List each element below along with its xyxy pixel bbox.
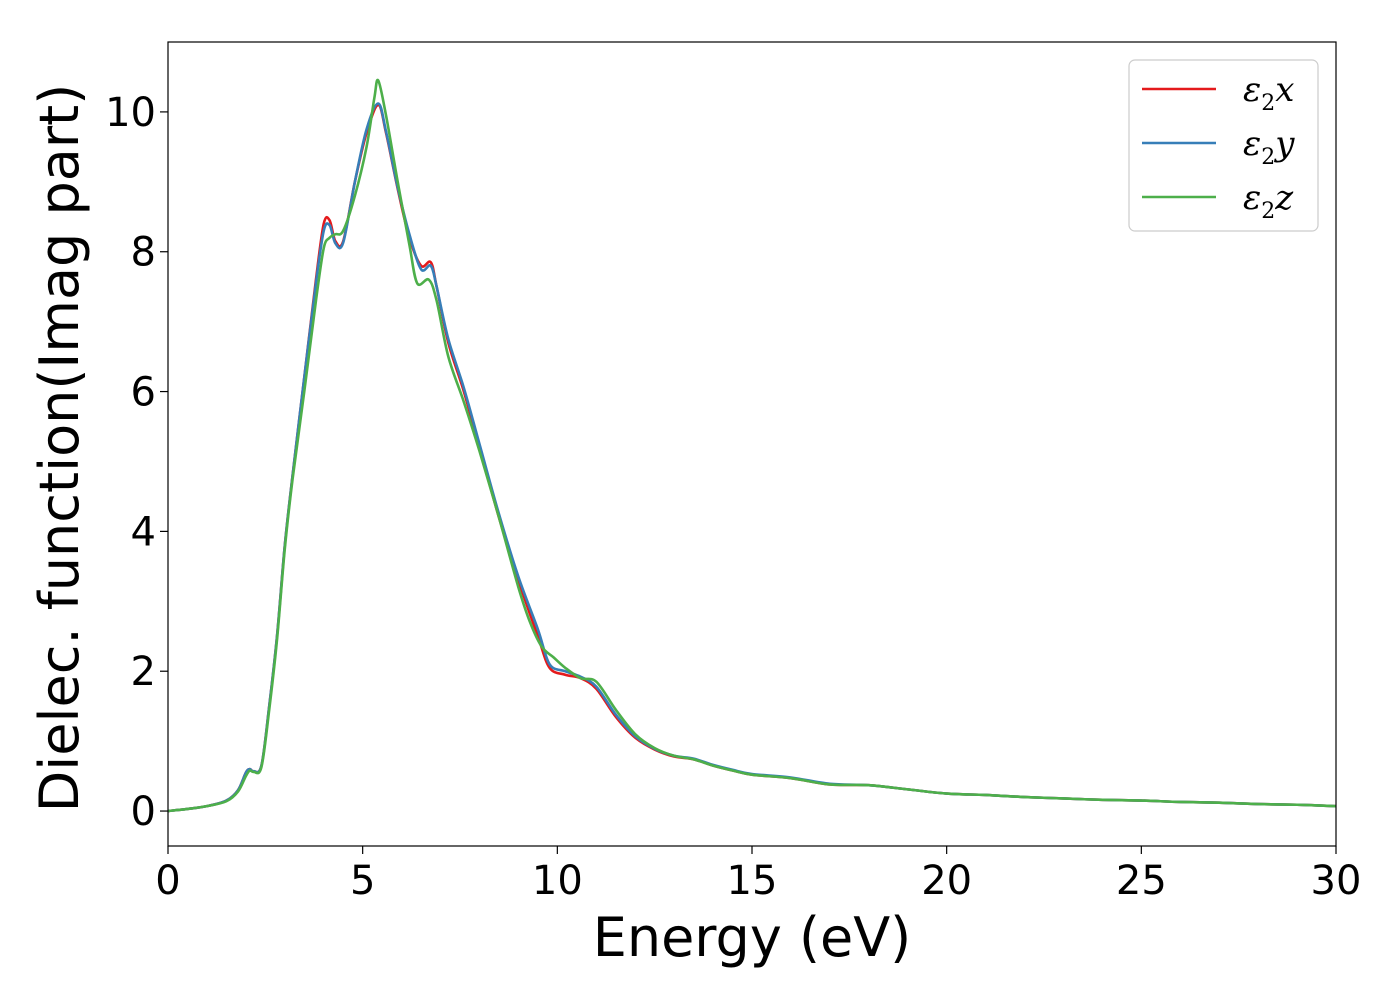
x-axis: 0 5 10 15 20 25 30 bbox=[155, 846, 1361, 904]
y-tick-label: 4 bbox=[131, 509, 156, 555]
x-tick-label: 5 bbox=[350, 858, 375, 904]
legend-entry: ε2z bbox=[1243, 178, 1294, 224]
x-tick-label: 20 bbox=[921, 858, 972, 904]
legend: ε2x ε2y ε2z bbox=[1128, 59, 1319, 232]
y-tick-label: 10 bbox=[105, 90, 156, 136]
y-tick-label: 2 bbox=[131, 649, 156, 695]
y-tick-label: 8 bbox=[131, 230, 156, 276]
y-axis-label: Dielec. function(Imag part) bbox=[28, 84, 91, 813]
legend-box bbox=[1128, 59, 1319, 232]
x-tick-label: 10 bbox=[532, 858, 583, 904]
series-layer bbox=[168, 78, 1336, 813]
legend-entry: ε2y bbox=[1243, 124, 1295, 170]
y-axis: 0 2 4 6 8 10 bbox=[105, 90, 168, 835]
y-tick-label: 6 bbox=[131, 370, 156, 416]
legend-entry: ε2x bbox=[1243, 70, 1294, 116]
x-tick-label: 25 bbox=[1116, 858, 1167, 904]
y-tick-label: 0 bbox=[131, 789, 156, 835]
x-tick-label: 30 bbox=[1311, 858, 1362, 904]
series-line-z bbox=[168, 78, 1336, 813]
x-tick-label: 0 bbox=[155, 858, 180, 904]
x-axis-label: Energy (eV) bbox=[593, 906, 912, 969]
x-tick-label: 15 bbox=[727, 858, 778, 904]
